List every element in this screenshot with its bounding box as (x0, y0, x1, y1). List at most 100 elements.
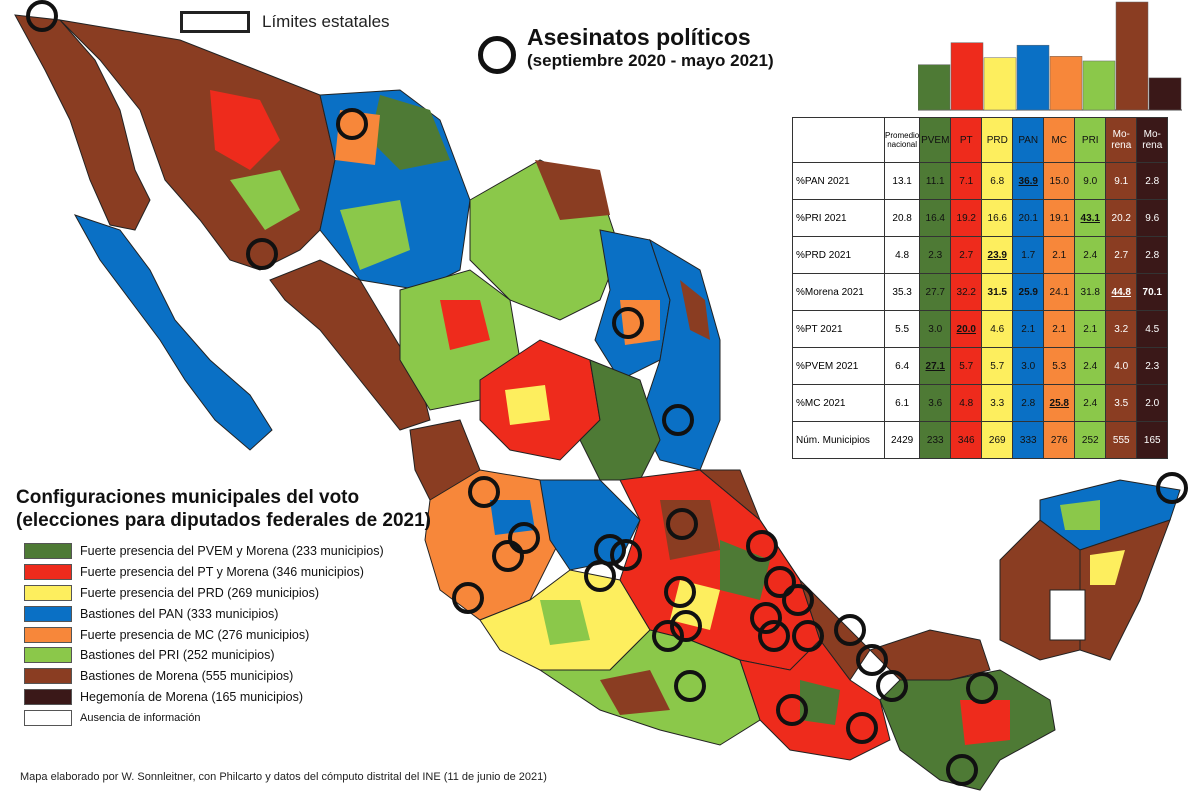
legend-item: Ausencia de información (24, 707, 384, 728)
legend-swatch (24, 584, 72, 601)
table-cell: 2.7 (1105, 236, 1138, 274)
table-cell: 5.3 (1043, 347, 1076, 385)
table-cell: 2.8 (1136, 236, 1169, 274)
assassination-marker (782, 584, 814, 616)
table-cell: 36.9 (1012, 162, 1045, 200)
assassination-marker (966, 672, 998, 704)
assassination-marker (856, 644, 888, 676)
table-cell: 20.0 (950, 310, 983, 348)
chihuahua-patch-lgreen (340, 200, 410, 270)
legend-label: Ausencia de información (80, 711, 201, 724)
table-header-pri: PRI (1074, 117, 1107, 163)
table-cell: 27.1 (919, 347, 952, 385)
legend-swatch (24, 626, 72, 643)
table-cell: 3.5 (1105, 384, 1138, 422)
legend-label: Fuerte presencia de MC (276 municipios) (80, 627, 310, 642)
assassination-marker (610, 539, 642, 571)
table-cell: 3.2 (1105, 310, 1138, 348)
table-cell: 555 (1105, 421, 1138, 459)
table-cell: 2.3 (1136, 347, 1169, 385)
legend-swatch (24, 543, 72, 560)
region-baja-california (14, 14, 151, 231)
table-cell: 276 (1043, 421, 1076, 459)
table-cell: 25.9 (1012, 273, 1045, 311)
assassination-marker (492, 540, 524, 572)
table-row: %PAN 2021 13.1 11.1 7.1 6.8 36.9 15.0 9.0 9.1 2.8 (792, 162, 1169, 200)
table-header-mc: MC (1043, 117, 1076, 163)
legend-item: Bastiones del PRI (252 municipios) (24, 645, 384, 666)
table-cell: 2.1 (1074, 310, 1107, 348)
table-row: Núm. Municipios 2429 233 346 269 333 276 252 555… (792, 421, 1169, 459)
jal-patch-blue (490, 500, 535, 535)
table-cell: 2.4 (1074, 347, 1107, 385)
assassination-marker (834, 614, 866, 646)
table-cell: 2.1 (1012, 310, 1045, 348)
table-cell: 346 (950, 421, 983, 459)
tamaulipas-patch-brown (680, 280, 710, 340)
zac-patch-yellow (505, 385, 550, 425)
legend-title: Configuraciones municipales del voto (el… (16, 486, 431, 532)
legend-item: Bastiones de Morena (555 municipios) (24, 666, 384, 687)
legend-item: Fuerte presencia del PT y Morena (346 mu… (24, 562, 384, 583)
table-cell: 16.4 (919, 199, 952, 237)
legend-swatch (24, 668, 72, 685)
chis-patch-red (960, 700, 1010, 745)
table-row-label: %PAN 2021 (792, 162, 885, 200)
legend-item: Fuerte presencia de MC (276 municipios) (24, 624, 384, 645)
assassination-marker (666, 508, 698, 540)
table-cell: 2.8 (1012, 384, 1045, 422)
table-cell: 2.1 (1043, 236, 1076, 274)
table-cell: 20.2 (1105, 199, 1138, 237)
table-row-label: %PT 2021 (792, 310, 885, 348)
table-cell: 31.5 (981, 273, 1014, 311)
assassination-marker (612, 307, 644, 339)
table-cell: 165 (1136, 421, 1169, 459)
assassinations-title-line2: (septiembre 2020 - mayo 2021) (527, 51, 774, 70)
yuc-patch-green (1060, 500, 1100, 530)
region-guanajuato (539, 479, 641, 571)
mich-patch-green (540, 600, 590, 645)
legend-label: Bastiones del PAN (333 municipios) (80, 606, 279, 621)
assassination-marker (674, 670, 706, 702)
table-cell: 16.6 (981, 199, 1014, 237)
legend-title-line2: (elecciones para diputados federales de … (16, 510, 432, 531)
assassinations-title: Asesinatos políticos (septiembre 2020 - … (527, 24, 774, 72)
table-cell: 19.2 (950, 199, 983, 237)
table-row: %MC 2021 6.1 3.6 4.8 3.3 2.8 25.8 2.4 3.5 2.0 (792, 384, 1169, 422)
legend-label: Bastiones de Morena (555 municipios) (80, 669, 294, 684)
table-cell: 3.6 (919, 384, 952, 422)
table-cell-national: 4.8 (883, 236, 921, 274)
stats-table: Promedio nacional PVEM PT PRD PAN MC PRI Mo-ren… (792, 117, 1169, 459)
table-cell: 27.7 (919, 273, 952, 311)
table-cell: 44.8 (1105, 273, 1138, 311)
assassination-marker (946, 754, 978, 786)
table-cell-national: 5.5 (883, 310, 921, 348)
table-cell: 3.0 (1012, 347, 1045, 385)
bar-8 (1148, 77, 1182, 111)
table-cell: 23.9 (981, 236, 1014, 274)
table-cell: 24.1 (1043, 273, 1076, 311)
table-cell: 3.0 (919, 310, 952, 348)
region-baja-california-sur (73, 214, 273, 451)
legend-label: Bastiones del PRI (252 municipios) (80, 648, 275, 663)
table-cell: 2.4 (1074, 384, 1107, 422)
table-header-mo-rena: Mo-rena (1136, 117, 1169, 163)
table-header-national: Promedio nacional (883, 117, 921, 163)
table-cell: 1.7 (1012, 236, 1045, 274)
table-cell: 5.7 (950, 347, 983, 385)
table-cell-national: 35.3 (883, 273, 921, 311)
assassination-marker (468, 476, 500, 508)
legend-item: Bastiones del PAN (333 municipios) (24, 603, 384, 624)
bar-7 (1115, 1, 1149, 111)
table-row-label: Núm. Municipios (792, 421, 885, 459)
legend-label: Hegemonía de Morena (165 municipios) (80, 689, 304, 704)
table-cell: 32.2 (950, 273, 983, 311)
table-cell-national: 2429 (883, 421, 921, 459)
table-cell: 2.4 (1074, 236, 1107, 274)
table-cell-national: 6.1 (883, 384, 921, 422)
sonora-patch-green (230, 170, 300, 230)
assassination-marker (776, 694, 808, 726)
region-sinaloa (269, 259, 431, 431)
assassination-marker (664, 576, 696, 608)
table-cell: 25.8 (1043, 384, 1076, 422)
